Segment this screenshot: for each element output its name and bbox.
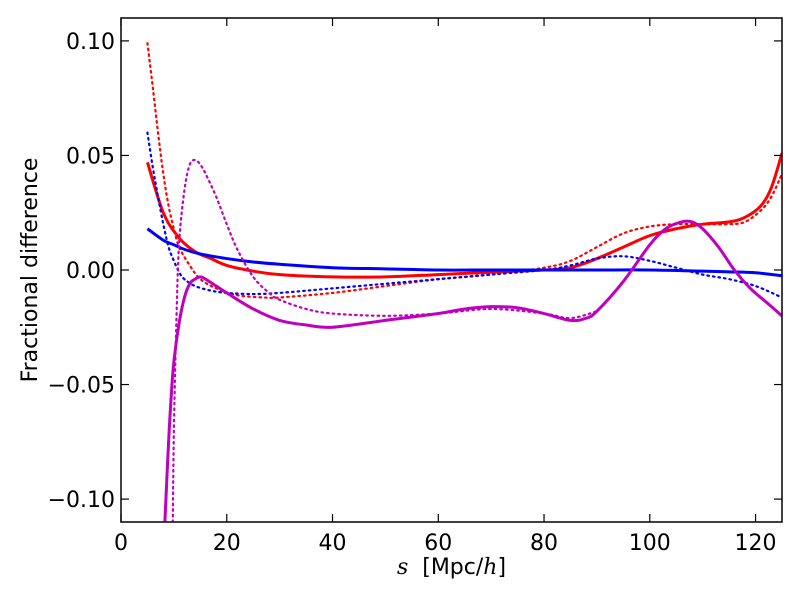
series-line-blue-dotted bbox=[146, 131, 782, 299]
y-tick-label: −0.05 bbox=[48, 374, 115, 399]
series-line-magenta-dotted bbox=[171, 158, 599, 522]
x-tick-label: 100 bbox=[629, 531, 671, 556]
series-line-blue-solid bbox=[146, 227, 782, 278]
x-tick-label: 20 bbox=[213, 531, 241, 556]
x-tick-label: 60 bbox=[424, 531, 452, 556]
y-axis-label: Fractional difference bbox=[18, 158, 43, 383]
series-line-magenta-solid bbox=[163, 219, 782, 522]
x-tick-label: 0 bbox=[114, 531, 128, 556]
y-tick-label: 0.10 bbox=[66, 30, 115, 55]
series-line-red-dotted bbox=[146, 42, 782, 300]
x-label-prefix: [Mpc/ bbox=[422, 555, 484, 580]
x-label-var: s bbox=[397, 555, 408, 580]
x-tick-label: 80 bbox=[530, 531, 558, 556]
plot-frame bbox=[120, 17, 783, 523]
x-tick-label: 40 bbox=[319, 531, 347, 556]
x-label-unit-var: h bbox=[483, 555, 497, 580]
y-tick-label: 0.05 bbox=[66, 144, 115, 169]
series-layer bbox=[146, 42, 782, 522]
y-tick-label: 0.00 bbox=[66, 259, 115, 284]
y-tick-label: −0.10 bbox=[48, 488, 115, 513]
x-label-suffix: ] bbox=[497, 555, 506, 580]
x-axis-label: s [Mpc/h] bbox=[397, 555, 506, 580]
ticks-layer: 0 20 40 60 80 100 120 −0.10 −0.05 0.00 0.05 0.10 bbox=[48, 18, 782, 556]
x-tick-label: 120 bbox=[735, 531, 777, 556]
